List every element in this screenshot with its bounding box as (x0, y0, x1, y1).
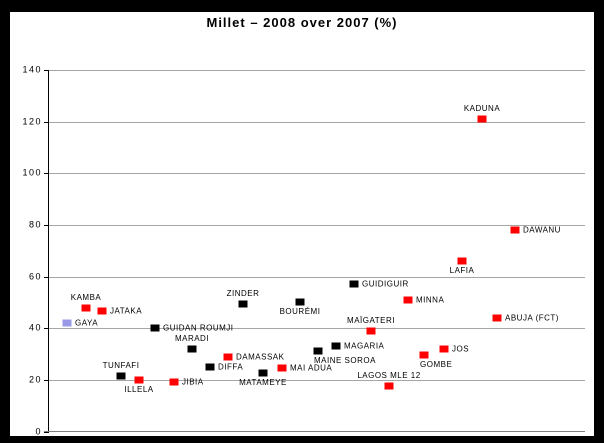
point-label: GUIDIGUIR (362, 279, 409, 289)
point-label: LAFIA (449, 266, 475, 276)
y-axis-tick (44, 70, 49, 71)
y-tick-label: 80 (28, 219, 42, 230)
point-label: BOURÉMI (279, 307, 321, 317)
data-point-gaya (62, 319, 72, 327)
data-point-minna (403, 296, 413, 304)
point-label: MAÏGATERI (347, 315, 395, 325)
y-axis-tick (44, 276, 49, 278)
point-label: GOMBE (420, 360, 453, 370)
point-label: KADUNA (463, 104, 501, 114)
data-point-dawanu (510, 226, 520, 234)
point-label: MAI ADUA (290, 363, 333, 373)
data-point-lagos-mle-12 (384, 382, 394, 390)
y-tick-label: 20 (28, 374, 42, 385)
data-point-tunfafi (116, 372, 126, 380)
data-point-jibia (169, 378, 179, 386)
y-axis-tick (44, 431, 49, 433)
y-axis-tick (44, 173, 49, 175)
point-label: JOS (452, 344, 470, 354)
window-border-top (0, 0, 604, 12)
gridline (48, 276, 585, 278)
data-point-mai-adua (277, 364, 287, 372)
gridline (48, 70, 585, 71)
point-label: LAGOS MLE 12 (357, 371, 421, 381)
window-border-left (0, 0, 10, 443)
data-point-diffa (205, 363, 215, 371)
gridline (48, 121, 585, 123)
point-label: ZINDER (226, 288, 260, 298)
y-tick-label: 100 (22, 167, 42, 178)
data-point-maine-soroa (313, 347, 323, 355)
point-label: MINNA (416, 295, 445, 305)
point-label: JIBIA (182, 377, 204, 387)
y-axis-tick (44, 328, 49, 330)
point-label: JATAKA (110, 306, 143, 316)
point-label: DAWANU (523, 225, 561, 235)
point-label: DIFFA (218, 362, 244, 372)
y-tick-label: 0 (35, 426, 42, 436)
chart-title: Millet – 2008 over 2007 (%) (206, 15, 398, 30)
y-axis-tick (44, 379, 49, 381)
y-axis-line (48, 70, 49, 432)
data-point-jataka (97, 307, 107, 315)
point-label: DAMASSAK (236, 352, 285, 362)
data-point-abuja-fct- (492, 314, 502, 322)
gridline (48, 328, 585, 330)
y-tick-label: 60 (28, 271, 42, 282)
gridline (48, 224, 585, 226)
point-label: MAINE SOROA (314, 356, 376, 366)
y-tick-label: 140 (22, 64, 42, 75)
y-axis-tick (44, 121, 49, 123)
data-point-damassak (223, 353, 233, 361)
data-point-matameye (258, 369, 268, 377)
data-point-zinder (238, 300, 248, 308)
data-point-kaduna (477, 115, 487, 123)
data-point-kamba (81, 304, 91, 312)
y-tick-label: 40 (28, 322, 42, 333)
point-label: MAGARIA (344, 341, 385, 351)
point-label: GUIDAN ROUMJI (163, 323, 234, 333)
point-label: ILLELA (124, 384, 154, 394)
data-point-guidiguir (349, 280, 359, 288)
data-point-ma-gateri (366, 327, 376, 335)
y-tick-label: 120 (22, 116, 42, 127)
data-point-magaria (331, 342, 341, 350)
data-point-lafia (457, 257, 467, 265)
point-label: ABUJA (FCT) (505, 313, 559, 323)
data-point-maradi (187, 345, 197, 353)
x-axis-line (44, 431, 585, 432)
point-label: TUNFAFI (102, 360, 140, 370)
gridline (48, 379, 585, 381)
point-label: KAMBA (70, 292, 102, 302)
point-label: MARADI (174, 333, 210, 343)
data-point-bour-mi (295, 298, 305, 306)
y-axis-tick (44, 224, 49, 226)
data-point-illela (134, 376, 144, 384)
data-point-gombe (419, 351, 429, 359)
data-point-guidan-roumji (150, 324, 160, 332)
window-border-bottom (0, 436, 604, 443)
point-label: MATAMEYE (239, 378, 287, 388)
window-border-right (594, 0, 604, 443)
data-point-jos (439, 345, 449, 353)
point-label: GAYA (75, 318, 99, 328)
gridline (48, 173, 585, 175)
